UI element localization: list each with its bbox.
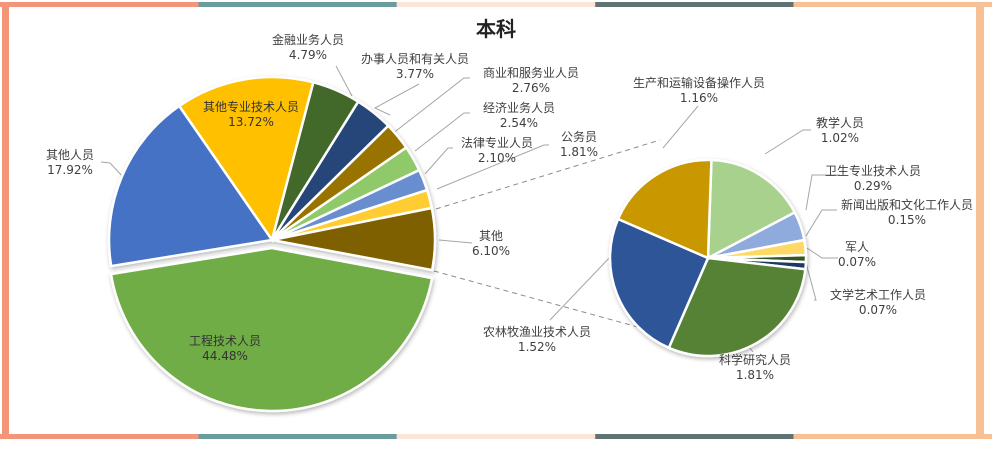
label-military: 军人 0.07%: [837, 240, 877, 269]
secondary-pie: [608, 158, 808, 358]
label-agriculture: 农林牧渔业技术人员 1.52%: [482, 325, 592, 354]
label-engineering: 工程技术人员 44.48%: [188, 334, 262, 363]
pie-slice: [706, 158, 797, 261]
label-civil-servant: 公务员 1.81%: [559, 130, 599, 159]
label-arts: 文学艺术工作人员 0.07%: [829, 288, 927, 317]
label-commerce: 商业和服务业人员 2.76%: [482, 66, 580, 95]
chart-title: 本科: [476, 17, 516, 41]
label-research: 科学研究人员 1.81%: [718, 353, 792, 382]
pie-slice: [271, 206, 437, 272]
label-economic: 经济业务人员 2.54%: [482, 101, 556, 130]
label-production: 生产和运输设备操作人员 1.16%: [632, 76, 766, 105]
label-legal: 法律专业人员 2.10%: [460, 136, 534, 165]
pie-slice: [667, 256, 807, 358]
main-pie: [107, 75, 437, 413]
pie-slice: [177, 75, 315, 243]
label-finance: 金融业务人员 4.79%: [271, 33, 345, 62]
pie-slice: [107, 104, 275, 268]
label-clerical: 办事人员和有关人员 3.77%: [360, 52, 470, 81]
pie-slice: [608, 217, 710, 350]
label-other-personnel: 其他人员 17.92%: [45, 148, 95, 177]
label-other-professional: 其他专业技术人员 13.72%: [202, 100, 300, 129]
label-media: 新闻出版和文化工作人员 0.15%: [840, 198, 974, 227]
pie-slice: [109, 246, 434, 413]
label-health: 卫生专业技术人员 0.29%: [824, 164, 922, 193]
label-teaching: 教学人员 1.02%: [815, 116, 865, 145]
pie-slice: [616, 158, 713, 260]
label-other: 其他 6.10%: [471, 229, 511, 258]
